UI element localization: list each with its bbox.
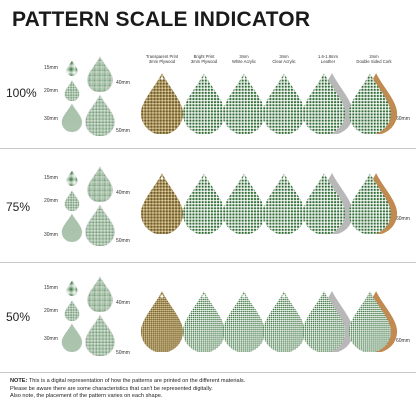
note-line-3: Also note, the placement of the pattern … xyxy=(10,393,163,399)
size-label-20mm: 20mm xyxy=(44,88,58,94)
size-label-50mm: 50mm xyxy=(116,238,130,244)
material-header-leather: 1.6-1.8mm Leather xyxy=(302,54,354,64)
size-swatch-15mm xyxy=(66,170,78,186)
size-swatch-50mm xyxy=(84,314,116,356)
material-header-transparent-plywood: Transparent Print 3mm Plywood xyxy=(136,54,188,64)
size-swatch-50mm xyxy=(84,204,116,246)
note-line-1: This is a digital representation of how … xyxy=(27,378,246,384)
earring-leather xyxy=(302,73,354,134)
page-title: PATTERN SCALE INDICATOR xyxy=(12,8,311,31)
size-label-30mm: 30mm xyxy=(44,336,58,342)
row-divider xyxy=(0,148,416,149)
size-label-50mm: 50mm xyxy=(116,350,130,356)
earring-transparent-plywood xyxy=(140,173,184,234)
material-header-line1: Bright Print xyxy=(193,54,215,59)
note-line-2: Please be aware there are some character… xyxy=(10,385,213,392)
size-swatch-15mm xyxy=(66,280,78,296)
earring-leather xyxy=(302,291,354,352)
material-header-line1: 3mm xyxy=(279,54,289,59)
size-label-60mm: 60mm xyxy=(396,338,410,344)
earring-cork xyxy=(348,173,398,234)
size-label-30mm: 30mm xyxy=(44,116,58,122)
earring-white-acrylic xyxy=(222,291,266,352)
size-swatch-30mm xyxy=(61,323,83,352)
size-label-30mm: 30mm xyxy=(44,232,58,238)
material-header-line1: 1.6-1.8mm xyxy=(317,54,338,59)
size-label-50mm: 50mm xyxy=(116,128,130,134)
material-header-line1: 3mm xyxy=(239,54,249,59)
size-swatch-40mm xyxy=(86,56,114,92)
earring-cork xyxy=(348,291,398,352)
size-swatch-30mm xyxy=(61,103,83,132)
size-swatch-30mm xyxy=(61,213,83,242)
earring-white-acrylic xyxy=(222,173,266,234)
material-header-line1: 2mm xyxy=(369,54,379,59)
size-label-15mm: 15mm xyxy=(44,285,58,291)
earring-bright-plywood xyxy=(182,73,226,134)
earring-clear-acrylic xyxy=(262,173,306,234)
size-swatch-15mm xyxy=(66,60,78,76)
earring-bright-plywood xyxy=(182,173,226,234)
size-swatch-40mm xyxy=(86,276,114,312)
size-label-40mm: 40mm xyxy=(116,300,130,306)
row-divider xyxy=(0,262,416,263)
material-header-line2: 3mm Plywood xyxy=(190,59,218,64)
material-header-line2: 3mm Plywood xyxy=(148,59,176,64)
size-swatch-40mm xyxy=(86,166,114,202)
earring-bright-plywood xyxy=(182,291,226,352)
earring-transparent-plywood xyxy=(140,73,184,134)
material-header-clear-acrylic: 3mm Clear Acrylic xyxy=(258,54,310,64)
disclaimer-note: NOTE: This is a digital representation o… xyxy=(10,378,410,401)
size-label-20mm: 20mm xyxy=(44,308,58,314)
material-header-line2: White Acrylic xyxy=(232,59,256,64)
size-label-60mm: 60mm xyxy=(396,116,410,122)
material-header-line2: Double Sided Cork xyxy=(356,59,392,64)
row-divider xyxy=(0,372,416,373)
earring-cork xyxy=(348,73,398,134)
size-label-40mm: 40mm xyxy=(116,80,130,86)
note-label: NOTE: xyxy=(10,378,28,384)
size-label-15mm: 15mm xyxy=(44,175,58,181)
size-swatch-20mm xyxy=(64,80,80,101)
earring-transparent-plywood xyxy=(140,291,184,352)
scale-label-75: 75% xyxy=(6,200,31,214)
size-label-60mm: 60mm xyxy=(396,216,410,222)
earring-leather xyxy=(302,173,354,234)
material-header-cork: 2mm Double Sided Cork xyxy=(348,54,400,64)
earring-clear-acrylic xyxy=(262,73,306,134)
material-header-white-acrylic: 3mm White Acrylic xyxy=(218,54,270,64)
earring-white-acrylic xyxy=(222,73,266,134)
size-swatch-50mm xyxy=(84,94,116,136)
size-label-20mm: 20mm xyxy=(44,198,58,204)
scale-label-100: 100% xyxy=(6,86,37,100)
size-label-15mm: 15mm xyxy=(44,65,58,71)
size-swatch-20mm xyxy=(64,190,80,211)
material-header-line2: Leather xyxy=(320,59,336,64)
material-header-bright-plywood: Bright Print 3mm Plywood xyxy=(178,54,230,64)
material-header-line1: Transparent Print xyxy=(145,54,179,59)
size-label-40mm: 40mm xyxy=(116,190,130,196)
earring-clear-acrylic xyxy=(262,291,306,352)
size-swatch-20mm xyxy=(64,300,80,321)
scale-label-50: 50% xyxy=(6,310,31,324)
material-header-line2: Clear Acrylic xyxy=(272,59,296,64)
